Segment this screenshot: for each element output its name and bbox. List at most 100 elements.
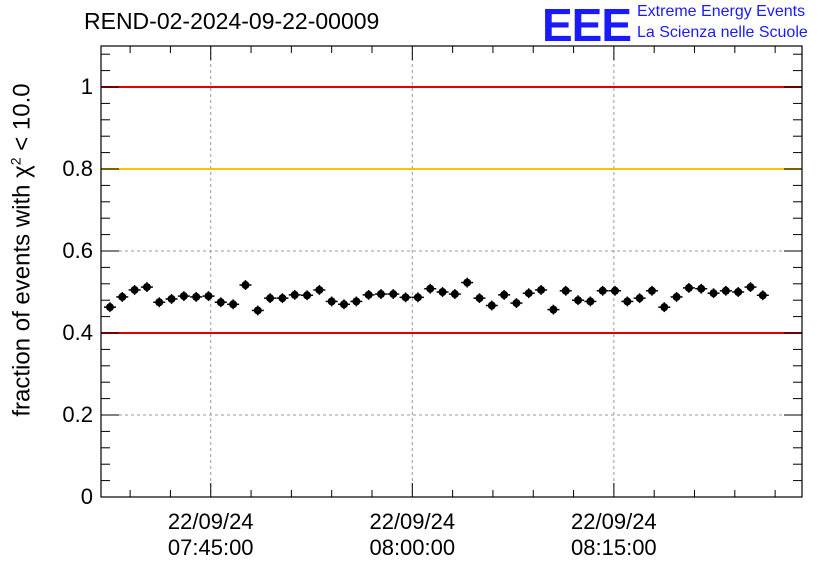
data-point-marker bbox=[463, 278, 472, 287]
data-point bbox=[411, 292, 424, 303]
data-point-marker bbox=[537, 285, 546, 294]
data-point-marker bbox=[450, 290, 459, 299]
data-point bbox=[473, 293, 486, 304]
data-point bbox=[128, 285, 141, 295]
data-point-marker bbox=[684, 283, 693, 292]
data-point-marker bbox=[118, 292, 127, 301]
data-point-marker bbox=[204, 292, 213, 301]
data-point bbox=[116, 292, 129, 302]
x-tick-time: 08:15:00 bbox=[571, 535, 657, 560]
data-point-marker bbox=[105, 303, 114, 312]
data-point-marker bbox=[610, 286, 619, 295]
data-point bbox=[744, 282, 757, 292]
data-point-marker bbox=[672, 292, 681, 301]
data-point bbox=[190, 292, 203, 302]
data-point-marker bbox=[327, 297, 336, 306]
data-point bbox=[707, 288, 720, 299]
data-point-marker bbox=[253, 306, 262, 315]
data-point-marker bbox=[352, 297, 361, 306]
data-point-marker bbox=[278, 294, 287, 303]
plot-frame bbox=[100, 45, 803, 498]
data-point bbox=[510, 298, 523, 308]
chart-title: REND-02-2024-09-22-00009 bbox=[84, 8, 380, 34]
reference-lines bbox=[101, 86, 802, 334]
data-point bbox=[276, 293, 289, 304]
data-point bbox=[461, 277, 474, 288]
data-point bbox=[596, 285, 609, 296]
data-point-marker bbox=[512, 299, 521, 308]
data-point-marker bbox=[376, 290, 385, 299]
data-point-marker bbox=[524, 289, 533, 298]
data-point-marker bbox=[734, 288, 743, 296]
data-point-marker bbox=[315, 285, 324, 294]
data-point bbox=[756, 290, 769, 301]
x-tick-time: 08:00:00 bbox=[369, 535, 456, 560]
data-point bbox=[424, 283, 437, 294]
data-point bbox=[214, 297, 227, 308]
data-point-marker bbox=[635, 294, 644, 303]
data-point bbox=[621, 296, 634, 307]
y-tick-label: 0 bbox=[80, 484, 93, 509]
data-point bbox=[436, 287, 449, 297]
data-point-marker bbox=[561, 286, 570, 295]
data-point bbox=[362, 289, 375, 300]
data-point-marker bbox=[303, 291, 312, 300]
data-point-marker bbox=[500, 290, 509, 299]
data-point-marker bbox=[413, 293, 422, 302]
data-point bbox=[682, 282, 695, 293]
x-tick-label: 22/09/24 07:45:00 bbox=[141, 509, 281, 561]
y-tick-label: 0.2 bbox=[62, 402, 93, 427]
data-point-marker bbox=[167, 294, 176, 303]
data-point bbox=[719, 285, 732, 296]
data-point bbox=[658, 302, 671, 313]
data-point-marker bbox=[697, 284, 706, 293]
y-axis-label-symbol: χ bbox=[8, 165, 36, 178]
grid-lines bbox=[101, 46, 802, 497]
data-point-marker bbox=[721, 286, 730, 295]
data-point-marker bbox=[586, 297, 595, 306]
data-point bbox=[313, 285, 326, 295]
data-point bbox=[522, 288, 535, 299]
data-point bbox=[337, 299, 350, 310]
data-point bbox=[202, 291, 215, 302]
data-point bbox=[399, 292, 412, 303]
data-point bbox=[153, 297, 166, 308]
data-point bbox=[301, 290, 314, 301]
data-point bbox=[584, 296, 597, 307]
y-tick-label: 0.8 bbox=[62, 156, 93, 181]
data-point-marker bbox=[401, 293, 410, 302]
data-point-marker bbox=[574, 296, 583, 305]
data-point-marker bbox=[598, 286, 607, 295]
x-tick-date: 22/09/24 bbox=[369, 509, 456, 534]
data-point-marker bbox=[426, 284, 435, 293]
y-tick-label: 0.6 bbox=[62, 238, 93, 263]
data-point bbox=[695, 283, 708, 294]
data-point-marker bbox=[229, 300, 238, 309]
data-point bbox=[559, 285, 572, 296]
data-points bbox=[103, 277, 769, 316]
data-point bbox=[485, 300, 498, 311]
data-point-marker bbox=[155, 298, 164, 307]
data-point-marker bbox=[475, 294, 484, 303]
data-point-marker bbox=[623, 297, 632, 306]
data-point bbox=[535, 285, 548, 295]
data-point-marker bbox=[266, 294, 275, 303]
data-point-marker bbox=[487, 301, 496, 310]
data-point bbox=[732, 287, 745, 297]
data-point-marker bbox=[339, 300, 348, 309]
data-point bbox=[264, 293, 277, 304]
data-point bbox=[387, 289, 400, 299]
data-point bbox=[374, 289, 387, 299]
data-point bbox=[498, 289, 511, 300]
data-point-marker bbox=[130, 285, 139, 294]
data-point-marker bbox=[647, 286, 656, 295]
y-axis-label-prefix: fraction of events with bbox=[8, 177, 36, 417]
data-point bbox=[670, 292, 683, 302]
x-tick-label: 22/09/24 08:15:00 bbox=[544, 509, 684, 561]
y-tick-label: 0.4 bbox=[62, 320, 93, 345]
data-point-marker bbox=[758, 291, 767, 300]
data-point bbox=[633, 293, 646, 304]
data-point bbox=[547, 304, 560, 315]
y-tick-label: 1 bbox=[80, 74, 93, 99]
